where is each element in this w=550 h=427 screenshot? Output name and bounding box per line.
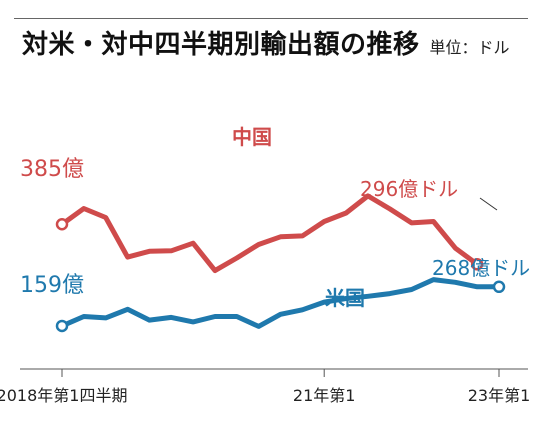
series-line-us: [59, 277, 502, 329]
us-start-marker: [55, 319, 69, 333]
x-tick-label: 23年第1: [468, 386, 531, 405]
chart-title: 対米・対中四半期別輸出額の推移: [22, 30, 420, 60]
us-start-label: 159億: [20, 273, 84, 298]
china-end-marker: [470, 258, 484, 271]
x-tick-label: 21年第1: [293, 386, 356, 405]
title-block: 対米・対中四半期別輸出額の推移 単位：ドル: [22, 24, 510, 61]
us-end-label: 268億ドル: [432, 256, 530, 280]
x-tick-label: 2018年第1四半期: [0, 386, 127, 405]
china-start-label: 385億: [20, 157, 84, 182]
us-end-marker: [492, 280, 506, 294]
china-start-marker: [55, 218, 69, 231]
unit-label: 単位：ドル: [429, 38, 510, 57]
us-series-name: 米国: [325, 286, 365, 310]
china-end-label: 296億ドル: [360, 177, 458, 201]
series-line-china: [59, 193, 480, 274]
china-end-leader: [479, 197, 498, 211]
top-rule: [14, 18, 528, 19]
china-series-name: 中国: [232, 125, 272, 149]
